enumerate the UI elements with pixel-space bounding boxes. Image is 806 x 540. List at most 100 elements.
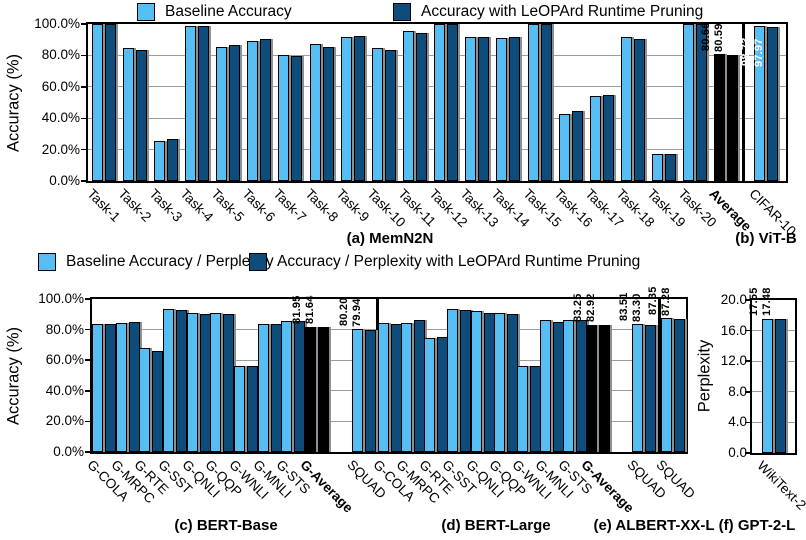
bar-G-RTE-pruned <box>152 351 164 452</box>
caption-memn2n: (a) MemN2N <box>346 230 434 247</box>
bar-Task-20-baseline <box>683 24 695 181</box>
bar-G-QQP-baseline <box>493 312 505 452</box>
bar-G-QNLI-baseline <box>186 312 198 452</box>
value-label-CIFAR-10: 97.97 <box>752 38 765 68</box>
bar-G-WNLI-pruned <box>246 366 258 452</box>
bar-G-MNLI-baseline <box>539 320 551 452</box>
bar-Task-17-baseline <box>589 95 601 181</box>
bar-G-Average-baseline <box>586 324 598 452</box>
y-axis-title-accuracy-top: Accuracy (%) <box>4 53 23 153</box>
value-label-SQUAD: 79.94 <box>351 298 364 327</box>
value-label-SQUAD: 83.51 <box>618 292 631 322</box>
value-label-G-Average: 81.64 <box>303 295 316 325</box>
bar-CIFAR-10-pruned <box>766 27 778 181</box>
bar-Task-11-baseline <box>403 31 414 181</box>
value-label-SQUAD: 80.20 <box>338 297 351 327</box>
legend-label-pruned: Accuracy with LeOPArd Runtime Pruning <box>421 3 704 20</box>
x-label-Task-3: Task-3 <box>146 186 186 225</box>
bar-SQUAD-pruned <box>645 324 657 452</box>
y-tick-100.0%: 100.0% <box>34 16 80 31</box>
caption-bert-base: (c) BERT-Base <box>174 517 278 534</box>
y-tick-20.0: 20.0 <box>720 292 747 307</box>
bar-Task-6-pruned <box>260 38 272 181</box>
y-tickmark <box>85 298 90 300</box>
bar-G-RTE-baseline <box>139 348 151 452</box>
bar-G-WNLI-baseline <box>516 366 528 452</box>
bar-Task-4-baseline <box>185 25 196 181</box>
bar-Task-2-pruned <box>135 50 147 181</box>
bar-G-MRPC-baseline <box>115 323 127 452</box>
gridline <box>752 330 795 332</box>
bar-Average-baseline <box>714 54 726 181</box>
bar-Task-19-pruned <box>665 154 677 181</box>
bar-SQUAD-baseline <box>352 329 364 452</box>
y-tick-60.0%: 60.0% <box>41 78 80 94</box>
y-tick-16.0: 16.0 <box>720 322 747 338</box>
bar-Task-9-pruned <box>353 36 365 181</box>
y-tickmark <box>81 23 86 25</box>
x-label-Task-5: Task-5 <box>208 186 248 225</box>
bar-G-QQP-pruned <box>223 313 235 452</box>
bar-SQUAD-baseline <box>661 318 673 452</box>
value-label-CIFAR-10: 98.73 <box>739 37 752 66</box>
value-label-SQUAD: 87.35 <box>647 286 660 316</box>
gridline <box>752 360 795 362</box>
bar-Task-8-baseline <box>309 44 321 181</box>
bar-Task-15-pruned <box>540 24 552 181</box>
y-tick-20.0%: 20.0% <box>45 413 84 429</box>
bar-Task-14-pruned <box>509 37 521 181</box>
bar-G-Average-pruned <box>317 327 329 452</box>
y-tick-20.0%: 20.0% <box>41 141 80 157</box>
value-label-G-Average: 83.25 <box>572 293 585 322</box>
bar-Task-18-baseline <box>621 37 632 181</box>
caption-bert-large: (d) BERT-Large <box>441 517 551 534</box>
y-tickmark <box>81 54 86 57</box>
bar-Task-15-baseline <box>527 24 539 181</box>
y-tick-80.0%: 80.0% <box>41 47 80 63</box>
bar-Task-8-pruned <box>322 46 334 181</box>
y-tick-4.0: 4.0 <box>728 414 747 430</box>
bar-G-SST-baseline <box>162 309 174 452</box>
y-tick-0.0: 0.0 <box>728 445 747 460</box>
bar-WikiText-2-baseline <box>761 318 773 453</box>
bar-G-RTE-baseline <box>424 338 436 452</box>
bar-G-Average-pruned <box>599 325 611 452</box>
y-tick-0.0%: 0.0% <box>53 444 84 459</box>
bar-Task-19-baseline <box>652 154 664 181</box>
panel-divider <box>658 299 661 452</box>
bar-Task-11-pruned <box>416 32 427 181</box>
bar-G-MRPC-pruned <box>128 322 140 452</box>
y-tickmark <box>85 359 90 361</box>
y-tick-0.0%: 0.0% <box>49 173 80 188</box>
bar-G-Average-baseline <box>304 326 316 452</box>
bar-G-STS-baseline <box>281 321 293 452</box>
legend-top-baseline: Baseline Accuracy <box>137 3 292 21</box>
bar-Task-3-baseline <box>153 141 165 181</box>
legend-swatch-pruned <box>393 3 411 21</box>
bar-G-SST-pruned <box>175 310 187 452</box>
x-label-Task-9: Task-9 <box>333 186 372 225</box>
y-tickmark <box>745 360 750 362</box>
y-tick-12.0: 12.0 <box>720 353 747 369</box>
gridline <box>752 391 795 393</box>
y-tick-100.0%: 100.0% <box>38 291 84 306</box>
x-label-Task-7: Task-7 <box>270 186 310 225</box>
value-label-WikiText-2: 17.48 <box>760 287 773 317</box>
y-tick-8.0: 8.0 <box>728 383 747 399</box>
plot-bert-albert: G-COLA G-MRPC G-RTE G-SST G-QNLI G-QQP G-WNLI G… <box>84 287 698 516</box>
y-tickmark <box>85 390 90 392</box>
x-label-Task-1: Task-1 <box>83 186 123 225</box>
bar-G-STS-baseline <box>563 320 575 452</box>
bar-G-COLA-baseline <box>91 324 103 452</box>
bar-Task-10-pruned <box>384 50 396 181</box>
legend-label-baseline: Baseline Accuracy <box>165 3 292 20</box>
y-axis-title-accuracy-bottom: Accuracy (%) <box>4 326 23 426</box>
y-tickmark <box>81 148 86 151</box>
legend-swatch-baseline-perplexity <box>38 253 56 271</box>
bar-Task-7-baseline <box>278 54 290 181</box>
bar-Task-13-pruned <box>478 36 490 181</box>
legend-bottom-baseline: Baseline Accuracy / Perplexity <box>38 253 274 271</box>
bar-SQUAD-pruned <box>674 318 686 452</box>
legend-bottom-pruned: Accuracy / Perplexity with LeOPArd Runti… <box>249 253 640 271</box>
